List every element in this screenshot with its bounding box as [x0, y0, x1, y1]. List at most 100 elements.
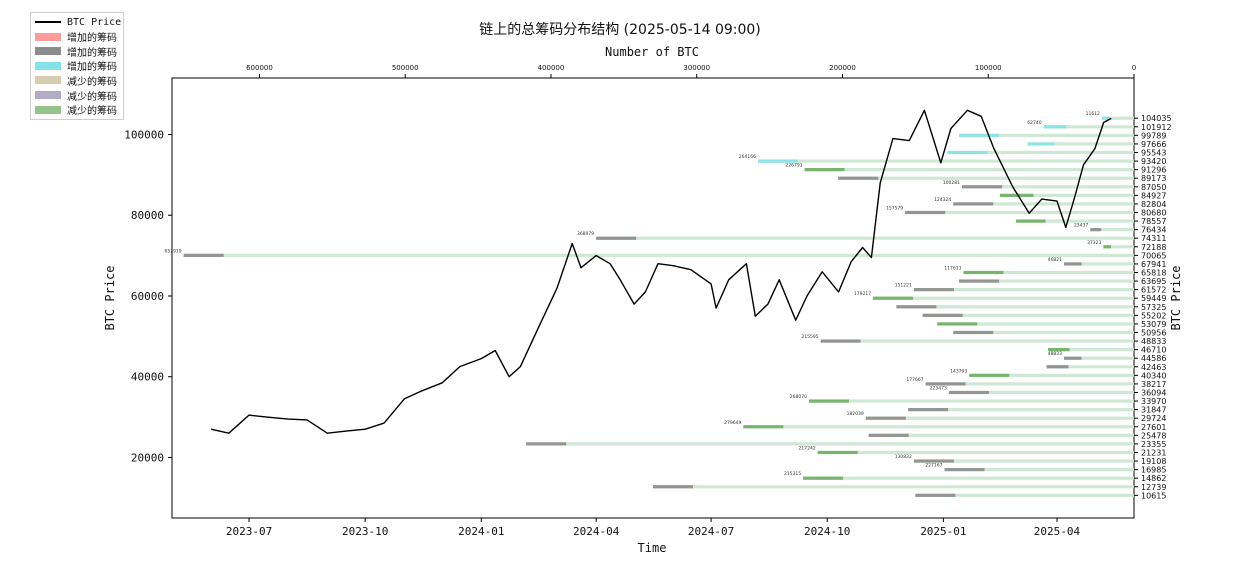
right-tick-label: 84927: [1141, 191, 1166, 200]
right-tick-label: 33970: [1141, 397, 1166, 406]
chip-bar: [803, 476, 1134, 480]
chip-bar: [596, 236, 1134, 240]
chip-bar: [817, 450, 1134, 455]
chip-annotation: 143793: [950, 368, 967, 374]
chip-bar-accent: [1027, 142, 1055, 146]
right-tick-label: 95543: [1141, 149, 1166, 158]
chip-bar: [804, 168, 1134, 172]
right-tick-label: 70065: [1141, 251, 1166, 260]
right-tick-label: 48833: [1141, 337, 1166, 346]
chip-bar: [757, 159, 1134, 163]
y-axis-label-left: BTC Price: [103, 265, 117, 330]
chip-bar: [959, 133, 1134, 137]
chip-bar: [820, 339, 1134, 343]
chip-bar: [969, 373, 1134, 377]
right-tick-label: 65818: [1141, 268, 1166, 277]
chip-bar-accent: [526, 442, 567, 446]
chip-bar: [1101, 116, 1134, 120]
chip-bar: [868, 433, 1134, 437]
chip-bar: [1043, 125, 1134, 129]
chip-bar: [922, 313, 1134, 317]
right-tick-label: 72188: [1141, 243, 1166, 252]
chip-bar-accent: [873, 296, 914, 300]
chip-bar-accent: [959, 133, 1000, 137]
chip-annotation: 62740: [1027, 120, 1041, 126]
chip-bar-accent: [953, 202, 994, 206]
x-axis-label: Time: [638, 541, 667, 555]
axes: 2023-07 2023-10 2024-01 2024-04 2024-07 2024-…: [124, 64, 1171, 538]
chip-annotations: 652919 368979 264166 226791 215595 279649 2153…: [164, 111, 1101, 477]
chip-annotation: 264166: [739, 154, 756, 160]
right-tick-label: 38217: [1141, 380, 1166, 389]
chip-annotation: 652919: [164, 248, 181, 254]
right-tick-label: 40340: [1141, 371, 1166, 380]
right-tick-label: 27601: [1141, 423, 1166, 432]
right-tick-label: 67941: [1141, 260, 1166, 269]
chip-bar-accent: [913, 288, 954, 292]
legend-entry: 减少的筹码: [35, 73, 117, 88]
chip-bar-accent: [804, 168, 845, 172]
right-tick-label: 93420: [1141, 157, 1166, 166]
right-tick-label: 31847: [1141, 406, 1166, 415]
chip-bar: [1027, 142, 1134, 146]
legend-entry: 减少的筹码: [35, 103, 117, 117]
chip-bar-accent: [820, 339, 861, 343]
x-tick-label: 2024-01: [458, 525, 504, 538]
legend-swatch: [35, 105, 61, 114]
chip-bar: [1064, 262, 1134, 266]
right-tick-label: 12739: [1141, 483, 1166, 492]
right-tick-label: 57325: [1141, 303, 1166, 312]
chip-bar-accent: [757, 159, 798, 163]
chip-bar-accent: [959, 279, 1000, 283]
chip-bar: [915, 493, 1134, 497]
legend-label: 减少的筹码: [67, 91, 117, 103]
chip-bar-accent: [1046, 365, 1069, 369]
chip-annotation: 48833: [1048, 351, 1062, 357]
chip-annotation: 268070: [790, 394, 807, 400]
chip-bar: [1103, 245, 1134, 249]
chip-bar-accent: [1101, 116, 1110, 120]
right-tick-label: 19108: [1141, 457, 1166, 466]
chip-bar-accent: [838, 176, 879, 180]
legend-entry: 增加的筹码: [35, 30, 117, 44]
chip-bar-accent: [922, 313, 963, 317]
chip-bar: [808, 399, 1134, 403]
chip-bar: [873, 296, 1134, 300]
legend-label: 增加的筹码: [67, 62, 117, 74]
chip-bar-accent: [908, 408, 949, 412]
btc-price-line: [210, 109, 1112, 434]
chip-bar: [999, 193, 1134, 197]
chip-bar-accent: [1015, 219, 1046, 223]
chip-bar: [947, 150, 1134, 155]
chip-bar: [913, 288, 1134, 292]
legend-label: 增加的筹码: [67, 47, 117, 59]
chip-bar: [653, 485, 1134, 489]
right-tick-label: 101912: [1141, 123, 1172, 132]
y-tick-label: 60000: [131, 290, 164, 303]
legend-label: 减少的筹码: [67, 76, 117, 88]
chip-bar: [953, 202, 1134, 206]
y-axis-label-right: BTC Price: [1169, 265, 1183, 330]
chip-bar-accent: [947, 150, 988, 155]
right-tick-label: 23355: [1141, 440, 1166, 449]
right-tick-label: 63695: [1141, 277, 1166, 286]
chip-bar-accent: [183, 253, 224, 257]
right-tick-label: 76434: [1141, 226, 1166, 235]
chip-bar-accent: [868, 433, 909, 437]
chip-bar: [838, 176, 1134, 180]
chip-bar: [865, 416, 1134, 420]
right-tick-label: 55202: [1141, 311, 1166, 320]
chip-annotation: 157579: [886, 206, 903, 212]
legend-entry: 增加的筹码: [35, 44, 117, 59]
chip-bar-accent: [999, 193, 1034, 197]
chip-bar-accent: [953, 330, 994, 335]
legend-label: 增加的筹码: [67, 33, 117, 45]
right-tick-label: 74311: [1141, 234, 1166, 243]
right-tick-label: 59449: [1141, 294, 1166, 303]
legend: BTC Price 增加的筹码 增加的筹码 增加的筹码 减少的筹码 减少的筹码 减少的筹码: [30, 12, 124, 120]
chip-bar: [962, 185, 1134, 189]
chip-bar: [1090, 228, 1134, 232]
right-tick-label: 16985: [1141, 466, 1166, 475]
chip-annotation: 279649: [724, 420, 741, 426]
